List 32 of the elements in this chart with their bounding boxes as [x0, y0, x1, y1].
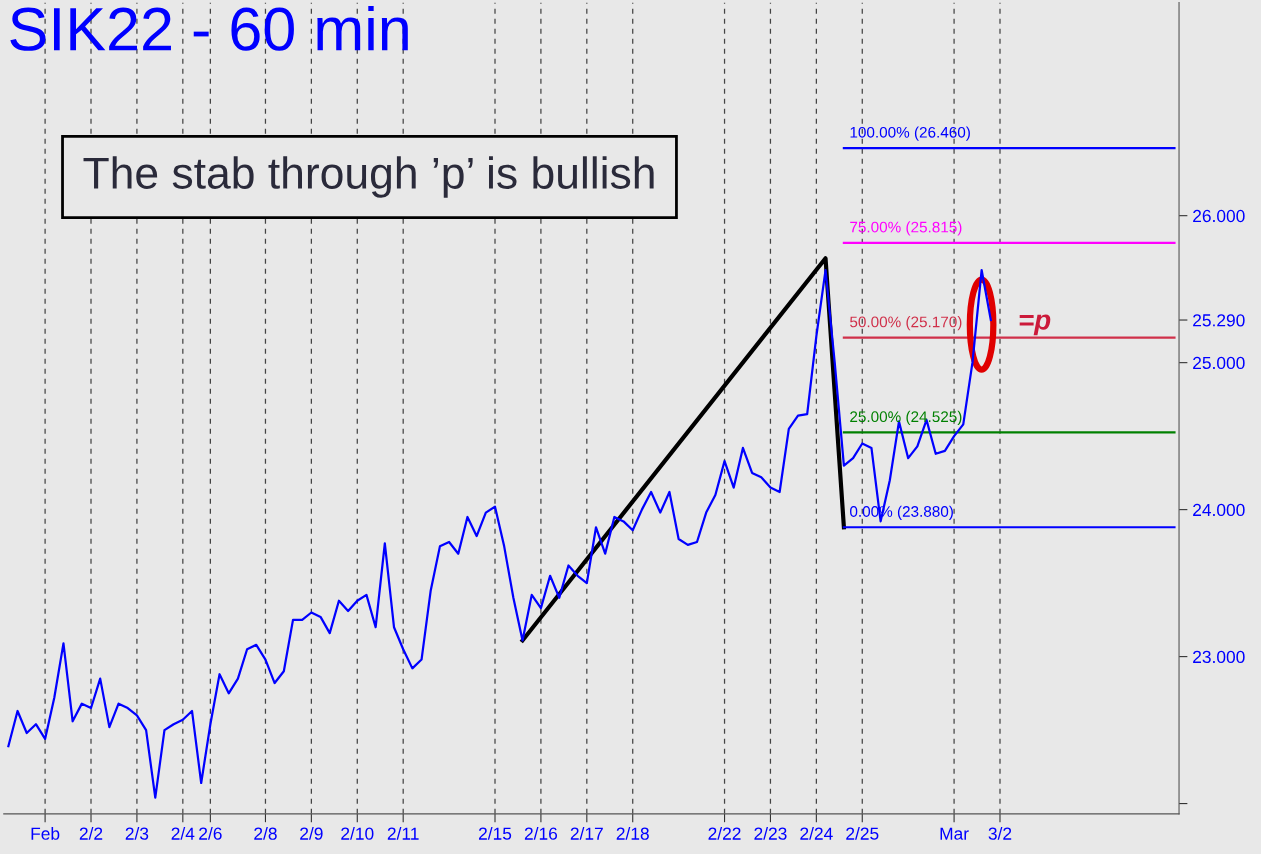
- y-tick-label: 24.000: [1193, 503, 1245, 517]
- x-tick-label: 2/6: [199, 827, 222, 840]
- chart-title: SIK22 - 60 min: [10, 5, 408, 51]
- annotation: The stab through ’p’ is bullish: [83, 156, 654, 198]
- line-series: [7, 268, 992, 799]
- x-tick-label: 2/15: [478, 827, 512, 840]
- x-tick-label: 2/18: [616, 827, 649, 840]
- y-tick-label: 26.000: [1193, 209, 1245, 223]
- series-label: 25.00% (24.525): [850, 410, 962, 426]
- x-tick-label: 2/4: [171, 827, 195, 840]
- x-tick-label: 2/8: [254, 827, 277, 840]
- series-label: 75.00% (25.815): [850, 221, 962, 236]
- x-tick-label: 2/24: [800, 827, 833, 840]
- x-tick-label: 2/17: [570, 827, 603, 840]
- x-tick-label: 2/16: [524, 827, 558, 840]
- y-tick-label: 25.290: [1193, 314, 1245, 327]
- x-tick-label: 2/25: [846, 827, 879, 840]
- x-tick-label: 2/22: [708, 827, 741, 840]
- x-tick-label: Feb: [31, 827, 60, 840]
- series-label: 100.00% (26.460): [850, 126, 970, 141]
- x-tick-label: 2/9: [300, 827, 323, 840]
- y-tick-label: 25.000: [1193, 356, 1245, 370]
- x-tick-label: 2/3: [125, 827, 149, 840]
- x-tick-label: 2/23: [754, 827, 787, 840]
- x-tick-label: 3/2: [988, 827, 1012, 840]
- x-tick-label: 2/10: [341, 827, 374, 840]
- y-tick-label: 23.000: [1193, 650, 1245, 664]
- annotation: =p: [1019, 314, 1051, 336]
- x-tick-label: 2/11: [387, 827, 419, 840]
- series-label: 50.00% (25.170): [850, 316, 962, 331]
- x-tick-label: 2/2: [79, 827, 103, 840]
- x-tick-label: Mar: [940, 827, 969, 840]
